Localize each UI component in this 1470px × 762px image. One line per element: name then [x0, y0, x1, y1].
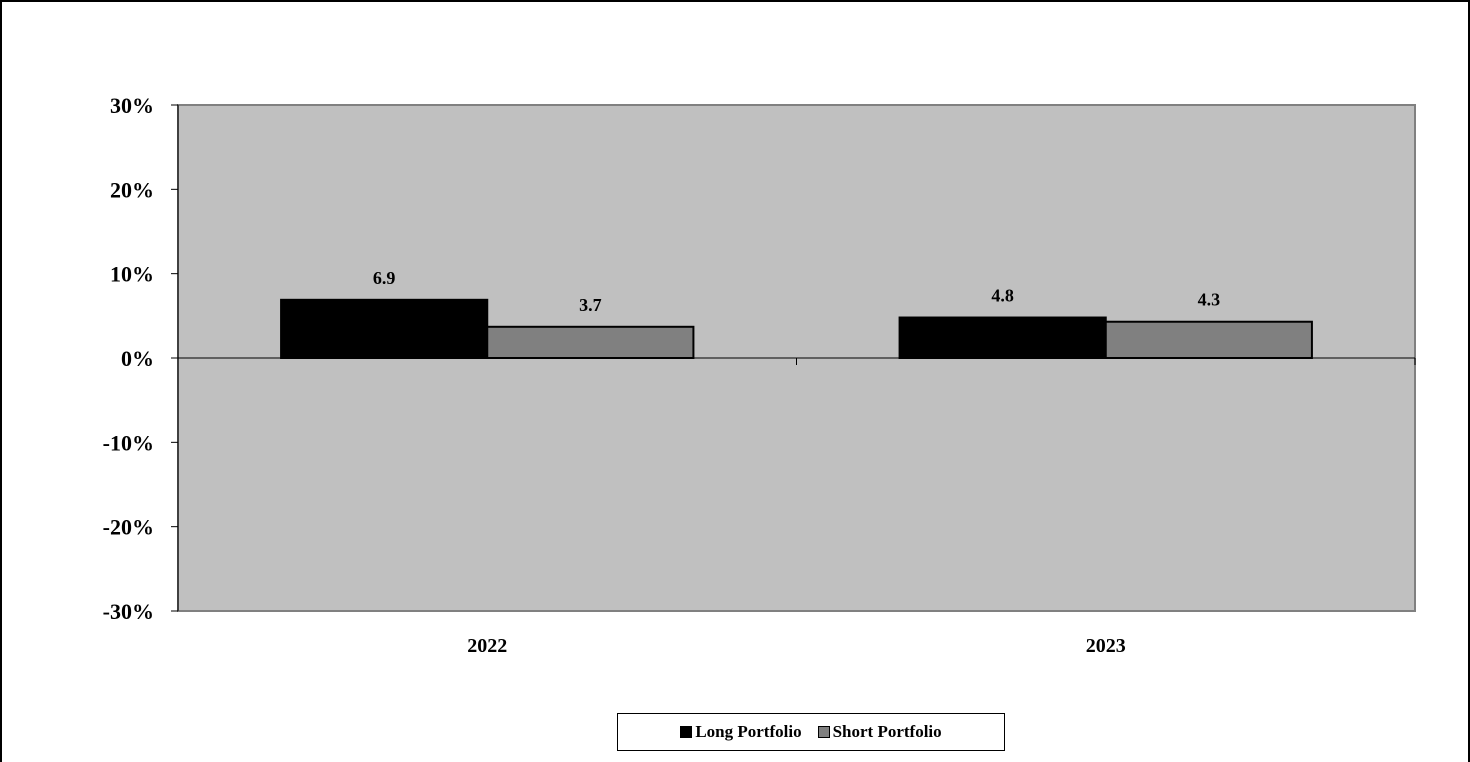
legend: Long Portfolio Short Portfolio — [617, 713, 1005, 751]
legend-swatch-short-icon — [817, 726, 830, 738]
y-tick-label: 20% — [110, 177, 154, 202]
y-tick-label: -10% — [103, 430, 154, 455]
y-axis-ticks: 30% 20% 10% 0% -10% -20% -30% — [103, 93, 178, 624]
bar-series — [280, 298, 1313, 359]
x-tick-label: 2023 — [1086, 635, 1126, 657]
legend-label-short: Short Portfolio — [832, 722, 942, 741]
x-axis-ticks: 2022 2023 — [467, 358, 1416, 657]
bar-long-portfolio-2023 — [898, 316, 1107, 359]
y-tick-label: 30% — [110, 93, 154, 118]
bar-short-portfolio-2022 — [486, 325, 695, 359]
y-tick-label: 0% — [121, 346, 154, 371]
legend-swatch-long-icon — [680, 726, 693, 738]
data-label: 6.9 — [373, 268, 396, 288]
legend-label-long: Long Portfolio — [695, 722, 802, 741]
data-label: 4.3 — [1198, 290, 1221, 310]
y-tick-label: -30% — [103, 599, 154, 624]
bar-short-portfolio-2023 — [1104, 320, 1313, 359]
legend-item-short: Short Portfolio — [817, 722, 942, 742]
x-tick-label: 2022 — [467, 635, 507, 657]
y-tick-label: 10% — [110, 262, 154, 287]
data-label: 3.7 — [579, 295, 602, 315]
y-tick-label: -20% — [103, 515, 154, 540]
data-label: 4.8 — [991, 286, 1014, 306]
legend-item-long: Long Portfolio — [680, 722, 802, 742]
bar-long-portfolio-2022 — [280, 298, 489, 359]
data-labels: 6.9 3.7 4.8 4.3 — [373, 268, 1220, 315]
